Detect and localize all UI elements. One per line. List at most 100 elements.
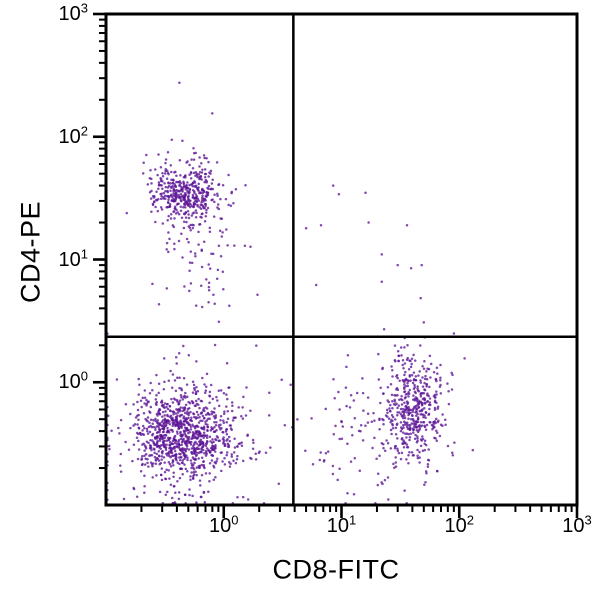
event-dot: [185, 447, 189, 451]
event-dot: [207, 263, 210, 266]
event-dot: [414, 414, 418, 418]
event-dot: [389, 447, 393, 450]
event-dot: [311, 463, 315, 466]
event-dot: [350, 425, 353, 429]
event-dot: [406, 427, 410, 430]
event-dot: [159, 166, 163, 169]
event-dot: [168, 203, 172, 206]
event-dot: [168, 404, 172, 408]
event-dot: [127, 448, 131, 452]
event-dot: [203, 383, 206, 386]
event-dot: [407, 411, 411, 415]
event-dot: [158, 413, 162, 416]
event-dot: [172, 189, 175, 193]
event-dot: [373, 436, 376, 440]
event-dot: [215, 459, 218, 463]
event-dot: [233, 437, 236, 441]
event-dot: [132, 487, 136, 491]
event-dot: [447, 402, 451, 406]
event-dot: [418, 370, 421, 373]
event-dot: [407, 368, 411, 371]
event-dot: [352, 399, 356, 402]
event-dot: [169, 483, 173, 487]
event-dot: [215, 429, 218, 432]
event-dot: [280, 378, 283, 382]
event-dot: [444, 423, 447, 427]
event-dot: [161, 410, 165, 414]
event-dot: [193, 180, 196, 183]
event-dot: [207, 281, 211, 285]
event-dot: [204, 194, 207, 198]
event-dot: [192, 473, 196, 476]
event-dot: [395, 386, 399, 390]
event-dot: [370, 420, 374, 423]
event-dot: [333, 397, 336, 400]
event-dot: [160, 450, 164, 454]
event-dot: [158, 446, 161, 449]
event-dot: [205, 211, 208, 214]
event-dot: [417, 399, 421, 402]
event-dot: [409, 432, 412, 435]
event-dot: [337, 390, 340, 394]
event-dot: [386, 399, 389, 402]
event-dot: [391, 415, 395, 419]
event-dot: [186, 202, 190, 206]
event-dot: [283, 423, 287, 427]
event-dot: [177, 402, 181, 406]
event-dot: [164, 185, 168, 189]
event-dot: [190, 452, 194, 455]
event-dot: [366, 421, 370, 424]
event-dot: [167, 452, 171, 455]
event-dot: [195, 473, 198, 477]
event-dot: [406, 446, 410, 449]
event-dot: [154, 428, 157, 432]
event-dot: [421, 401, 424, 405]
event-dot: [419, 393, 422, 396]
event-dot: [186, 181, 189, 184]
event-dot: [220, 451, 223, 454]
event-dot: [210, 252, 213, 256]
event-dot: [211, 178, 214, 181]
event-dot: [201, 442, 205, 446]
event-dot: [169, 409, 172, 413]
event-dot: [416, 401, 420, 404]
event-dot: [256, 293, 259, 296]
event-dot: [412, 378, 416, 382]
event-dot: [191, 444, 195, 448]
event-dot: [162, 442, 166, 446]
event-dot: [167, 250, 170, 254]
event-dot: [197, 434, 201, 438]
event-dot: [415, 420, 418, 424]
event-dot: [208, 472, 211, 475]
event-dot: [146, 419, 149, 423]
event-dot: [380, 280, 384, 283]
event-dot: [219, 418, 222, 422]
event-dot: [174, 398, 177, 401]
event-dot: [199, 215, 202, 219]
event-dot: [187, 195, 190, 198]
event-dot: [232, 459, 235, 462]
event-dot: [185, 444, 188, 447]
event-dot: [179, 434, 183, 438]
event-dot: [194, 458, 198, 461]
event-dot: [180, 388, 184, 392]
event-dot: [200, 305, 204, 309]
event-dot: [443, 418, 447, 421]
event-dot: [416, 437, 419, 440]
event-dot: [331, 472, 335, 476]
event-dot: [202, 427, 206, 430]
x-tick-label-1e3: 103: [562, 512, 592, 537]
event-dot: [206, 429, 209, 432]
event-dot: [189, 475, 192, 478]
event-dot: [153, 455, 157, 459]
event-dot: [143, 389, 147, 392]
event-dot: [390, 365, 393, 368]
event-dot: [174, 438, 177, 442]
event-dot: [173, 247, 176, 251]
event-dot: [186, 395, 189, 398]
event-dot: [341, 425, 345, 428]
event-dot: [180, 216, 184, 219]
event-dot: [411, 410, 415, 414]
event-dot: [396, 394, 399, 397]
event-dot: [138, 383, 141, 386]
